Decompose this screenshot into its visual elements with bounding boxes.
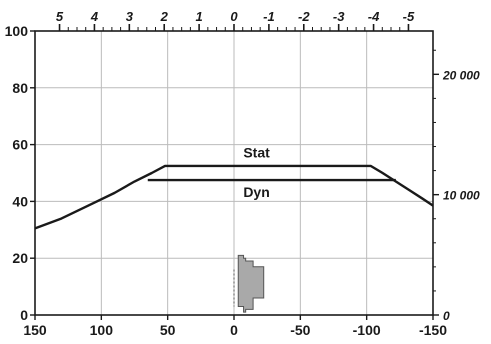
x-tick-label: -50 (290, 322, 310, 338)
top-tick-label: 2 (160, 9, 169, 24)
top-tick-label: 3 (126, 9, 134, 24)
top-tick-label: -1 (263, 9, 275, 24)
top-tick-label: -2 (298, 9, 310, 24)
series-label-stat: Stat (243, 144, 270, 160)
top-tick-label: 1 (195, 9, 202, 24)
top-tick-label: -4 (368, 9, 380, 24)
x-tick-label: -150 (419, 322, 447, 338)
series-line-stat (34, 164, 434, 230)
device-shape (237, 254, 265, 313)
right-tick-label: 0 (443, 309, 450, 323)
top-tick-label: 4 (90, 9, 99, 24)
y-tick-label: 100 (5, 23, 29, 39)
x-tick-label: -100 (353, 322, 381, 338)
top-tick-label: -3 (333, 9, 345, 24)
series-label-dyn: Dyn (243, 184, 269, 200)
right-tick-label: 10 000 (443, 189, 480, 203)
x-tick-label: 150 (23, 322, 47, 338)
top-tick-label: -5 (403, 9, 415, 24)
y-tick-label: 0 (20, 307, 28, 323)
y-tick-label: 60 (12, 137, 28, 153)
top-tick-label: 0 (230, 9, 238, 24)
y-tick-label: 40 (12, 193, 28, 209)
y-tick-label: 20 (12, 250, 28, 266)
x-tick-label: 0 (230, 322, 238, 338)
top-tick-label: 5 (56, 9, 64, 24)
x-tick-label: 100 (90, 322, 114, 338)
x-tick-label: 50 (160, 322, 176, 338)
right-tick-label: 20 000 (442, 68, 480, 82)
y-tick-label: 80 (12, 80, 28, 96)
